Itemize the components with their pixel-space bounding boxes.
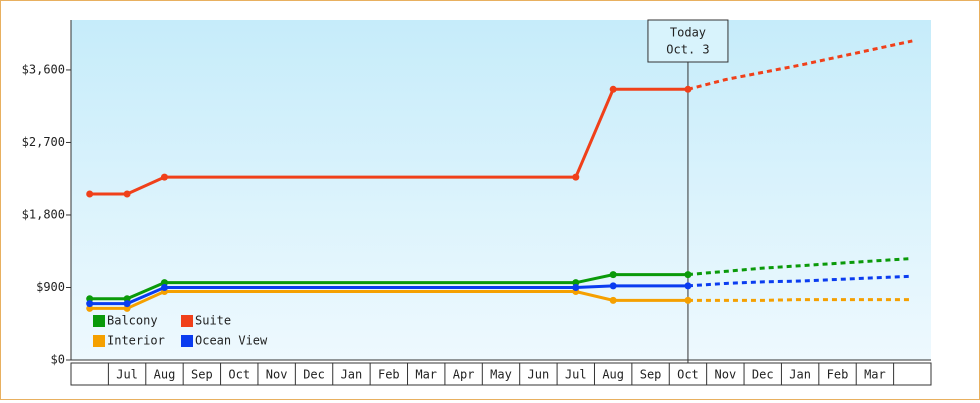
- price-point: [160, 279, 168, 287]
- price-point: [609, 282, 617, 290]
- y-tick-label: $2,700: [22, 135, 65, 149]
- price-point: [609, 271, 617, 279]
- price-point: [684, 271, 692, 279]
- price-point: [684, 85, 692, 93]
- plot-area: [71, 20, 931, 360]
- price-line: [89, 284, 688, 306]
- today-label: Today: [670, 26, 706, 40]
- price-point: [684, 296, 692, 304]
- x-tick-label: Nov: [715, 368, 737, 382]
- price-point: [572, 283, 580, 291]
- x-tick-label: May: [490, 368, 512, 382]
- price-point: [684, 282, 692, 290]
- x-tick-label: Feb: [378, 368, 400, 382]
- legend-label: Interior: [107, 334, 165, 348]
- y-tick-label: $3,600: [22, 62, 65, 76]
- price-point: [572, 279, 580, 287]
- y-tick-label: $900: [36, 280, 65, 294]
- x-tick-label: Mar: [864, 368, 886, 382]
- legend-swatch: [181, 315, 193, 327]
- x-tick-label: Nov: [266, 368, 288, 382]
- price-point: [86, 295, 94, 303]
- x-tick-label: Oct: [228, 368, 250, 382]
- x-tick-label: Apr: [453, 368, 475, 382]
- x-tick-label: Sep: [191, 368, 213, 382]
- x-tick-label: Dec: [752, 368, 774, 382]
- projection-line: [687, 298, 913, 302]
- y-tick-label: $0: [51, 353, 65, 367]
- x-tick-label: Jan: [789, 368, 811, 382]
- price-point: [160, 283, 168, 291]
- legend-label: Ocean View: [195, 334, 268, 348]
- projection-line: [687, 39, 913, 91]
- price-point: [123, 300, 131, 308]
- price-point: [86, 190, 94, 198]
- x-tick-label: Feb: [827, 368, 849, 382]
- x-tick-label: Aug: [154, 368, 176, 382]
- price-point: [123, 190, 131, 198]
- price-point: [609, 85, 617, 93]
- price-point: [123, 304, 131, 312]
- x-tick-label: Oct: [677, 368, 699, 382]
- today-box: [647, 19, 729, 63]
- x-tick-label: Sep: [640, 368, 662, 382]
- price-point: [572, 173, 580, 181]
- x-tick-label: Aug: [602, 368, 624, 382]
- x-tick-label: Jun: [528, 368, 550, 382]
- price-point: [86, 300, 94, 308]
- x-tick-label: Jan: [341, 368, 363, 382]
- legend-swatch: [93, 335, 105, 347]
- legend-label: Balcony: [107, 314, 158, 328]
- x-tick-label: Jul: [565, 368, 587, 382]
- x-tick-label: Mar: [415, 368, 437, 382]
- today-date: Oct. 3: [666, 43, 709, 57]
- y-tick-label: $1,800: [22, 207, 65, 221]
- price-line: [89, 273, 688, 301]
- price-line: [89, 290, 688, 310]
- legend-swatch: [181, 335, 193, 347]
- price-line: [89, 87, 688, 196]
- price-point: [609, 296, 617, 304]
- x-tick-label: Jul: [116, 368, 138, 382]
- legend-label: Suite: [195, 314, 231, 328]
- legend-swatch: [93, 315, 105, 327]
- projection-line: [687, 256, 913, 277]
- price-point: [123, 295, 131, 303]
- price-point: [160, 173, 168, 181]
- month-row: [70, 362, 932, 386]
- projection-line: [687, 274, 913, 288]
- x-tick-label: Dec: [303, 368, 325, 382]
- price-point: [86, 304, 94, 312]
